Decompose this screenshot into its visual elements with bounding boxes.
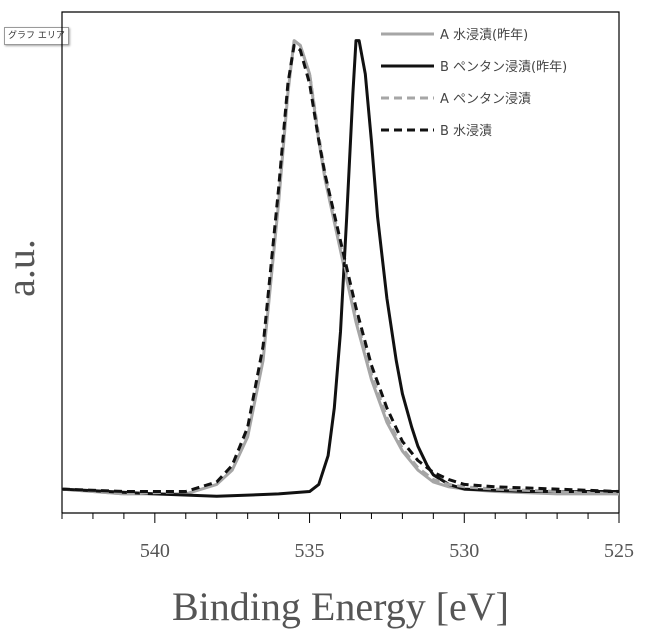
x-tick-labels: 540 535 530 525 — [140, 540, 634, 562]
series-line-2 — [61, 39, 619, 498]
legend: A 水浸漬(昨年) B ペンタン浸漬(昨年) A ペンタン浸漬 B 水浸漬 — [381, 28, 567, 139]
legend-label-1: A 水浸漬(昨年) — [440, 28, 528, 43]
legend-label-4: B 水浸漬 — [440, 124, 492, 139]
x-tick-label: 535 — [295, 540, 325, 562]
plot-series — [61, 39, 620, 498]
series-line-4 — [61, 43, 620, 493]
x-tick-label: 525 — [604, 540, 634, 562]
legend-label-2: B ペンタン浸漬(昨年) — [440, 60, 567, 75]
x-axis-ticks — [61, 513, 620, 523]
legend-label-3: A ペンタン浸漬 — [440, 92, 531, 107]
chart-area-tooltip: グラフ エリア — [4, 27, 69, 45]
x-tick-label: 530 — [449, 540, 479, 562]
x-axis-title: Binding Energy [eV] — [172, 584, 509, 629]
x-tick-label: 540 — [140, 540, 170, 562]
series-line-1 — [61, 39, 619, 496]
series-line-3 — [61, 39, 620, 496]
plot-frame — [61, 11, 620, 514]
plot-border — [61, 11, 620, 513]
y-axis-title: a.u. — [0, 239, 43, 297]
